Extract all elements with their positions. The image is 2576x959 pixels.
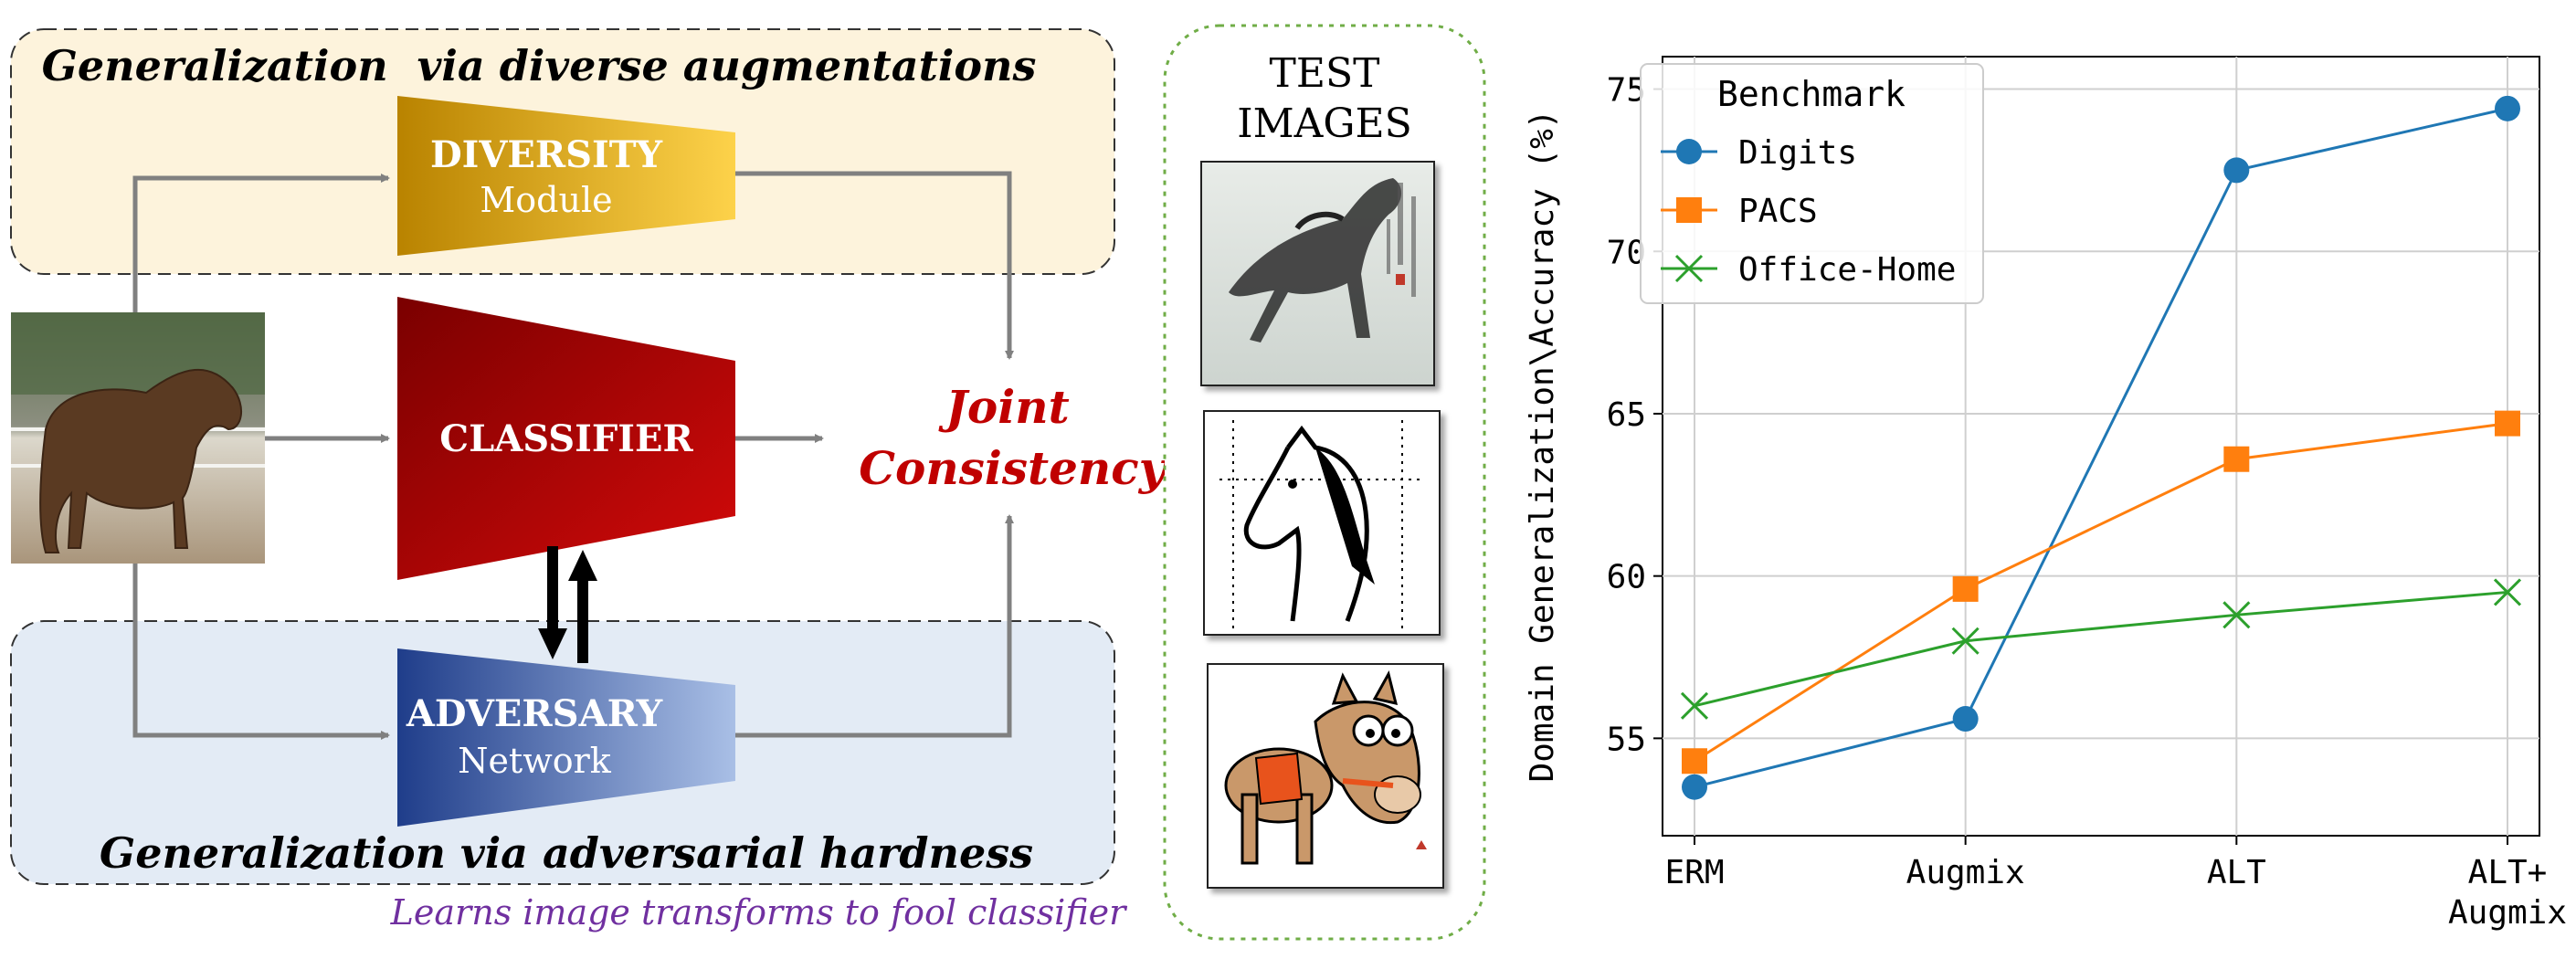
test-image-cartoon: [1207, 663, 1444, 889]
legend-marker-pacs: [1676, 197, 1702, 223]
legend-box: [1640, 63, 1984, 304]
adversary-module: ADVERSARY Network: [397, 648, 735, 827]
diversity-module: DIVERSITY Module: [397, 96, 735, 256]
classifier-title: CLASSIFIER: [439, 417, 693, 460]
bottom-note: Learns image transforms to fool classifi…: [390, 892, 1128, 933]
chart-series: [1680, 95, 2522, 800]
test-images-panel: TEST IMAGES: [1163, 24, 1486, 941]
y-axis-label: Domain Generalization\Accuracy (%): [1524, 110, 1561, 783]
joint-label-line2: Consistency: [859, 441, 1167, 495]
x-tick-label: Augmix: [1906, 854, 2025, 891]
legend-label-digits: Digits: [1738, 134, 1857, 172]
legend-marker-office-home: [1674, 254, 1704, 283]
input-to-adversary-connector: [132, 562, 390, 740]
test-image-sketch: [1203, 410, 1441, 636]
data-point-digits: [1952, 706, 1979, 732]
legend-label-office-home: Office-Home: [1738, 251, 1956, 289]
bottom-region-title: Generalization via adversarial hardness: [100, 828, 1033, 878]
series-line-office-home: [1694, 590, 2508, 708]
input-horse-image: [11, 312, 265, 564]
data-point-digits: [2495, 95, 2520, 121]
data-point-pacs: [2495, 410, 2520, 437]
joint-label-line1: Joint: [938, 380, 1069, 434]
diversity-subtitle: Module: [480, 180, 612, 220]
data-point-office-home: [1951, 627, 1980, 655]
data-point-digits: [2223, 157, 2250, 184]
series-line-pacs: [1694, 422, 2508, 763]
adversary-title: ADVERSARY: [406, 692, 663, 735]
legend-label-pacs: PACS: [1738, 193, 1818, 230]
test-title-line2: IMAGES: [1237, 100, 1412, 147]
data-point-office-home: [2493, 578, 2522, 606]
test-image-painting: [1200, 161, 1435, 386]
data-point-office-home: [1680, 691, 1709, 720]
x-tick-label: Augmix: [2448, 894, 2567, 932]
x-tick-label: ALT+: [2468, 854, 2548, 891]
data-point-office-home: [2222, 601, 2251, 629]
x-tick-label: ERM: [1664, 854, 1724, 891]
x-tick-label: ALT: [2207, 854, 2266, 891]
top-region-title: Generalization via diverse augmentations: [42, 41, 1037, 90]
y-axis-ticks: 55 60 65 70 75: [1607, 72, 1663, 758]
classifier-adversary-arrows: [538, 546, 597, 663]
series-line-digits: [1694, 107, 2508, 789]
y-tick-label: 65: [1607, 396, 1646, 434]
diversity-to-joint-connector: [735, 171, 1014, 360]
legend-items: Digits PACS Office-Home: [1661, 134, 1956, 289]
diversity-title: DIVERSITY: [430, 133, 663, 176]
y-tick-label: 60: [1607, 559, 1646, 596]
adversary-to-joint-connector: [735, 514, 1014, 738]
input-to-diversity-connector: [132, 174, 390, 315]
data-point-pacs: [1682, 748, 1707, 775]
adversary-subtitle: Network: [458, 741, 612, 781]
legend-title: Benchmark: [1717, 74, 1906, 114]
connectors: [132, 171, 1014, 740]
legend-marker-digits: [1676, 139, 1702, 164]
x-axis-ticks: ERM Augmix ALT ALT+Augmix: [1664, 836, 2567, 932]
test-title-line1: TEST: [1270, 50, 1380, 97]
chart-legend: Benchmark Digits PACS Office-Home: [1640, 63, 1984, 304]
classifier-module: CLASSIFIER: [397, 297, 735, 580]
y-tick-label: 55: [1607, 721, 1646, 758]
y-tick-label: 70: [1607, 234, 1646, 271]
data-point-pacs: [1952, 575, 1979, 602]
left-panel: Generalization via diverse augmentations…: [10, 28, 1168, 933]
data-point-digits: [1682, 774, 1707, 800]
y-tick-label: 75: [1607, 72, 1646, 110]
data-point-pacs: [2223, 446, 2250, 472]
